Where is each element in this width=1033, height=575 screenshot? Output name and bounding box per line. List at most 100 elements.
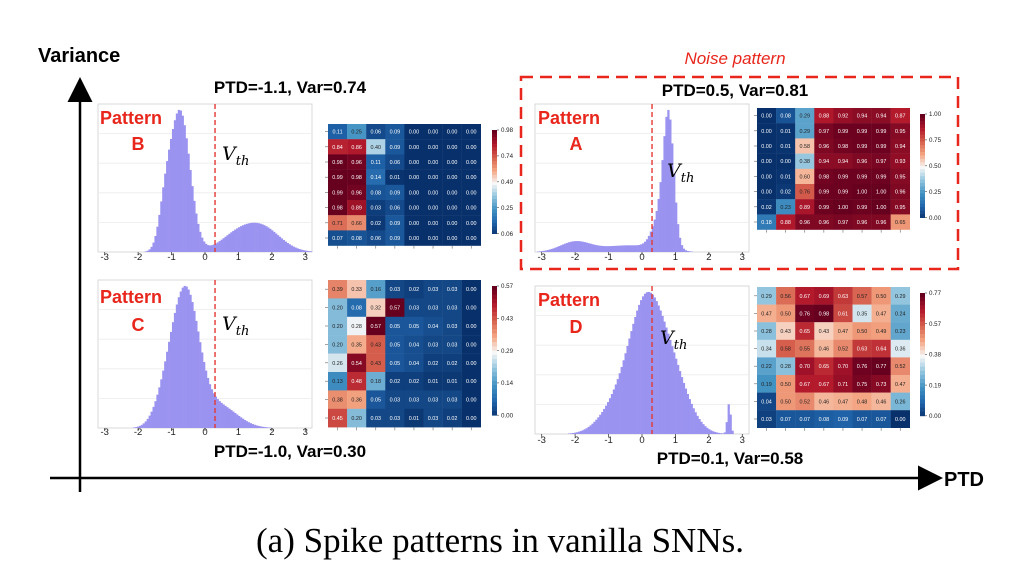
- hist-bar: [621, 245, 623, 252]
- vth-subscript: th: [236, 154, 250, 169]
- hist-bar: [599, 415, 601, 434]
- hist-bar: [597, 417, 599, 434]
- colorbar-segment: [920, 412, 925, 416]
- hist-bar: [644, 294, 646, 434]
- hist-bar: [168, 150, 170, 252]
- hist-bar: [228, 234, 230, 252]
- hist-bar: [685, 389, 687, 434]
- hist-bar: [580, 241, 582, 252]
- hist-bar: [593, 422, 595, 434]
- heatmap-value: 0.89: [351, 206, 362, 212]
- colorbar-segment: [492, 203, 497, 207]
- hist-bar: [669, 340, 671, 434]
- hist-bar: [170, 332, 172, 428]
- hist-bar: [708, 429, 710, 434]
- heatmap-value: 0.00: [409, 221, 420, 227]
- hist-bar: [232, 231, 234, 252]
- heatmap-value: 0.99: [857, 174, 868, 180]
- hist-bar: [658, 306, 660, 434]
- heatmap-value: 0.00: [466, 342, 477, 348]
- hist-bar: [646, 239, 648, 252]
- heatmap-value: 0.00: [466, 145, 477, 151]
- heatmap-value: 0.99: [819, 205, 830, 211]
- hist-bar: [232, 412, 234, 428]
- hist-bar: [217, 399, 219, 428]
- colorbar-segment: [492, 290, 497, 295]
- hist-bar: [201, 352, 203, 428]
- colorbar-segment: [492, 140, 497, 144]
- x-tick-label: -1: [604, 435, 612, 446]
- heatmap-value: 0.28: [780, 364, 791, 370]
- colorbar-segment: [920, 326, 925, 330]
- colorbar-segment: [920, 338, 925, 342]
- hist-bar: [574, 433, 576, 434]
- colorbar-label: 0.77: [929, 290, 942, 297]
- heatmap-value: 0.99: [332, 175, 343, 181]
- heatmap-value: 0.00: [428, 130, 439, 136]
- hist-bar: [252, 424, 254, 428]
- colorbar-segment: [492, 398, 497, 403]
- hist-bar: [683, 383, 685, 434]
- heatmap-value: 0.65: [895, 220, 906, 226]
- hist-bar: [638, 305, 640, 434]
- heatmap-value: 0.00: [428, 175, 439, 181]
- colorbar-segment: [920, 367, 925, 371]
- colorbar-segment: [492, 196, 497, 200]
- hist-bar: [203, 241, 205, 252]
- hist-bar: [293, 247, 295, 252]
- heatmap-value: 0.54: [351, 361, 362, 367]
- heatmap-value: 0.96: [351, 160, 362, 166]
- heatmap-value: 0.18: [761, 220, 772, 226]
- heatmap-value: 0.00: [895, 417, 906, 423]
- hist-bar: [240, 226, 242, 252]
- hist-bar: [582, 430, 584, 434]
- heatmap-value: 0.09: [390, 221, 401, 227]
- heatmap-value: 0.26: [895, 399, 906, 405]
- hist-bar: [259, 224, 261, 252]
- colorbar-label: 0.57: [501, 283, 514, 290]
- heatmap-value: 0.56: [780, 294, 791, 300]
- hist-bar: [279, 237, 281, 252]
- hist-bar: [580, 431, 582, 434]
- colorbar-segment: [920, 197, 925, 201]
- hist-bar: [226, 407, 228, 428]
- colorbar-segment: [492, 171, 497, 175]
- hist-bar: [209, 245, 211, 252]
- heatmap-value: 0.08: [351, 306, 362, 312]
- colorbar-segment: [492, 368, 497, 373]
- hist-bar: [671, 346, 673, 434]
- hist-bar: [275, 234, 277, 253]
- heatmap-value: 0.07: [876, 417, 887, 423]
- hist-bar: [681, 245, 683, 252]
- heatmap-value: 0.02: [390, 379, 401, 385]
- hist-bar: [615, 246, 617, 252]
- hist-bar: [553, 248, 555, 252]
- colorbar-segment: [920, 204, 925, 208]
- x-tick-label: -2: [571, 252, 579, 263]
- colorbar-label: 0.57: [929, 321, 942, 328]
- x-tick-label: 1: [673, 252, 678, 263]
- hist-bar: [615, 384, 617, 434]
- hist-bar: [219, 401, 221, 428]
- hist-bar: [617, 246, 619, 252]
- hist-bar: [164, 174, 166, 252]
- hist-bar: [228, 409, 230, 428]
- hist-bar: [658, 199, 660, 252]
- pattern-letter: D: [570, 317, 583, 337]
- hist-bar: [211, 389, 213, 428]
- hist-bar: [195, 321, 197, 428]
- hist-bar: [619, 246, 621, 252]
- colorbar-segment: [492, 394, 497, 399]
- heatmap-value: 0.05: [390, 361, 401, 367]
- colorbar-segment: [492, 407, 497, 412]
- hist-bar: [250, 423, 252, 428]
- heatmap-value: 0.03: [409, 306, 420, 312]
- colorbar-segment: [492, 364, 497, 369]
- heatmap-value: 0.65: [800, 329, 811, 335]
- hist-bar: [648, 292, 650, 434]
- hist-bar: [566, 243, 568, 252]
- vth-label: Vth: [222, 143, 249, 169]
- hist-bar: [187, 154, 189, 252]
- heatmap-value: 0.40: [371, 145, 382, 151]
- heatmap-value: 0.96: [857, 159, 868, 165]
